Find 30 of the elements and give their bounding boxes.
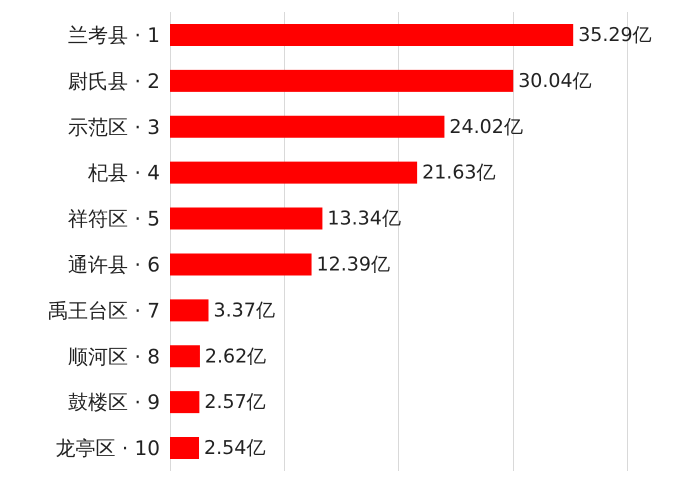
y-tick-label: 禹王台区 · 7 — [48, 298, 160, 322]
y-tick-label: 通许县 · 6 — [68, 252, 160, 276]
data-label: 13.34亿 — [327, 208, 401, 230]
bar — [170, 391, 200, 414]
y-tick-label: 祥符区 · 5 — [68, 206, 160, 231]
bar — [170, 70, 514, 92]
y-tick-label: 兰考县 · 1 — [68, 22, 160, 47]
bar — [170, 437, 200, 460]
bar — [170, 162, 418, 184]
data-label: 2.62亿 — [204, 345, 266, 368]
bar — [170, 208, 322, 230]
data-label: 35.29亿 — [578, 24, 652, 46]
data-label: 30.04亿 — [518, 70, 592, 92]
y-tick-label: 鼓楼区 · 9 — [68, 390, 160, 414]
data-label: 24.02亿 — [449, 116, 523, 138]
bar — [170, 24, 574, 46]
data-label: 12.39亿 — [316, 253, 390, 276]
bar — [170, 253, 312, 276]
y-tick-label: 龙亭区 · 10 — [55, 436, 160, 460]
y-tick-label: 杞县 · 4 — [87, 160, 160, 185]
bar — [170, 299, 208, 322]
bar — [170, 116, 444, 138]
data-label: 2.57亿 — [204, 391, 266, 414]
bar — [170, 345, 200, 368]
data-label: 21.63亿 — [422, 162, 496, 184]
data-label: 2.54亿 — [204, 437, 266, 460]
y-tick-label: 示范区 · 3 — [68, 114, 160, 139]
y-tick-label: 尉氏县 · 2 — [68, 68, 160, 93]
y-tick-label: 顺河区 · 8 — [68, 344, 160, 368]
data-label: 3.37亿 — [214, 299, 275, 322]
